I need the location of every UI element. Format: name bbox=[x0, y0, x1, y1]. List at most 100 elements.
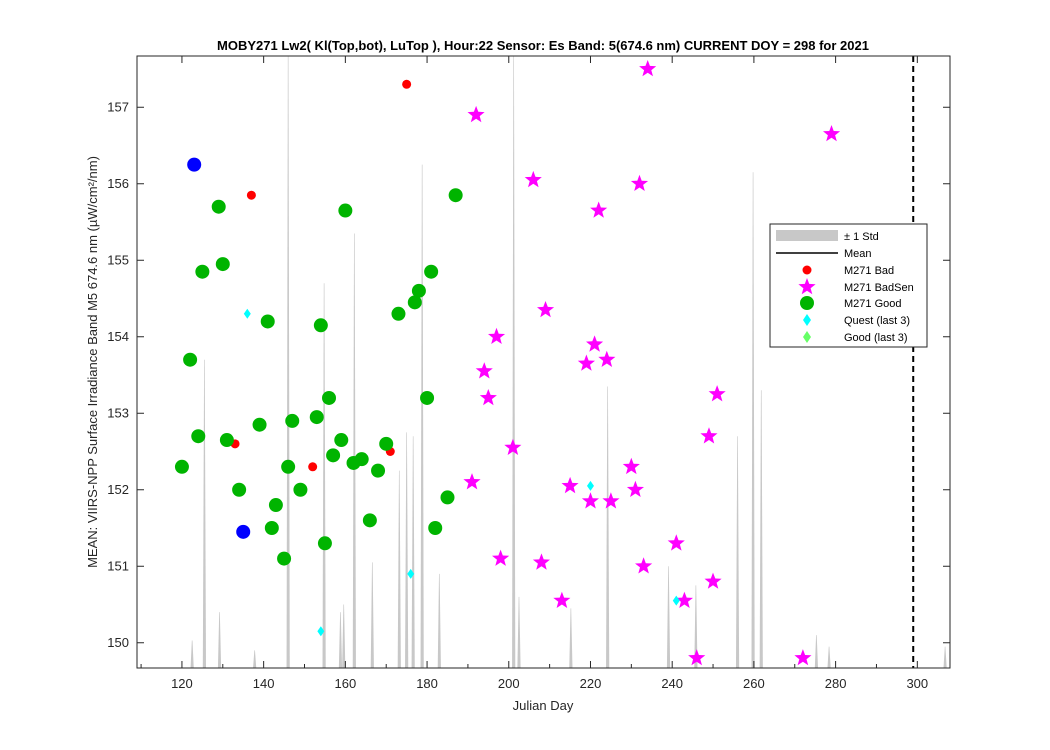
y-tick-label: 157 bbox=[107, 99, 129, 114]
legend-swatch-badsen bbox=[798, 278, 816, 295]
badsen-point bbox=[524, 170, 542, 188]
markers-layer bbox=[174, 60, 841, 666]
x-tick-label: 120 bbox=[171, 676, 193, 691]
good-point bbox=[211, 199, 226, 214]
blue-point bbox=[236, 524, 251, 539]
y-tick-label: 151 bbox=[107, 558, 129, 573]
x-tick-label: 280 bbox=[825, 676, 847, 691]
good-point bbox=[313, 318, 328, 333]
std-spike bbox=[437, 573, 441, 668]
std-spike bbox=[569, 608, 573, 668]
badsen-point bbox=[667, 534, 685, 551]
badsen-point bbox=[602, 492, 620, 509]
bad-point bbox=[402, 79, 412, 89]
std-spike bbox=[352, 233, 356, 669]
badsen-point bbox=[639, 60, 657, 77]
legend-swatch-good-last3 bbox=[803, 331, 811, 343]
bad-point bbox=[246, 190, 256, 200]
x-tick-label: 180 bbox=[416, 676, 438, 691]
y-tick-label: 150 bbox=[107, 635, 129, 650]
std-spike bbox=[512, 56, 516, 668]
std-band-layer bbox=[190, 56, 947, 669]
chart-title: MOBY271 Lw2( Kl(Top,bot), LuTop ), Hour:… bbox=[217, 38, 869, 53]
good-point bbox=[334, 433, 349, 448]
good-point bbox=[252, 417, 267, 432]
good-point bbox=[317, 536, 332, 551]
good-point bbox=[260, 314, 275, 329]
x-axis-label: Julian Day bbox=[513, 698, 574, 713]
good-point bbox=[428, 521, 443, 536]
legend-label-mean: Mean bbox=[844, 248, 872, 260]
badsen-point bbox=[537, 301, 555, 318]
plot-area bbox=[137, 56, 950, 668]
good-point bbox=[362, 513, 377, 528]
std-spike bbox=[827, 646, 831, 668]
legend: ± 1 Std Mean M271 Bad M271 BadSen M271 G… bbox=[769, 223, 928, 348]
legend-label-badsen: M271 BadSen bbox=[844, 282, 914, 294]
badsen-point bbox=[630, 174, 649, 191]
quest-point bbox=[672, 595, 680, 606]
std-spike bbox=[751, 172, 755, 668]
y-tick-label: 156 bbox=[107, 176, 129, 191]
std-spike bbox=[694, 585, 698, 668]
good-point bbox=[407, 295, 422, 310]
std-spike bbox=[411, 436, 415, 668]
legend-swatch-quest bbox=[803, 314, 811, 326]
badsen-point bbox=[586, 335, 604, 352]
x-tick-label: 300 bbox=[906, 676, 928, 691]
x-tick-label: 160 bbox=[335, 676, 357, 691]
good-point bbox=[183, 352, 198, 367]
good-point bbox=[371, 463, 386, 478]
badsen-point bbox=[708, 385, 726, 402]
good-point bbox=[322, 390, 337, 405]
x-tick-label: 260 bbox=[743, 676, 765, 691]
badsen-point bbox=[823, 125, 841, 142]
good-point bbox=[338, 203, 353, 218]
legend-box bbox=[769, 223, 928, 348]
y-tick-label: 153 bbox=[107, 405, 129, 420]
std-spike bbox=[517, 596, 521, 668]
y-axis-label: MEAN: VIIRS-NPP Surface Irradiance Band … bbox=[85, 156, 100, 568]
good-point bbox=[191, 429, 206, 444]
std-spike bbox=[190, 640, 194, 668]
badsen-point bbox=[794, 649, 812, 666]
badsen-point bbox=[622, 457, 640, 475]
badsen-point bbox=[492, 549, 510, 566]
good-point bbox=[281, 459, 296, 474]
good-point bbox=[424, 264, 439, 279]
badsen-point bbox=[626, 480, 644, 497]
legend-label-good-last3: Good (last 3) bbox=[844, 332, 908, 344]
y-tick-label: 155 bbox=[107, 252, 129, 267]
good-point bbox=[448, 188, 463, 203]
quest-point bbox=[407, 568, 415, 579]
x-tick-label: 200 bbox=[498, 676, 520, 691]
std-spike bbox=[735, 436, 740, 668]
legend-label-bad: M271 Bad bbox=[844, 265, 894, 277]
quest-point bbox=[586, 480, 594, 491]
good-point bbox=[285, 413, 300, 428]
badsen-point bbox=[467, 105, 485, 123]
badsen-point bbox=[675, 591, 693, 608]
good-point bbox=[232, 482, 247, 497]
badsen-point bbox=[488, 327, 506, 344]
std-spike bbox=[338, 612, 343, 668]
std-spike bbox=[420, 164, 424, 668]
good-point bbox=[309, 410, 324, 425]
std-spike bbox=[814, 635, 819, 668]
legend-swatch-bad bbox=[802, 265, 812, 275]
quest-point bbox=[317, 626, 325, 637]
good-point bbox=[174, 459, 189, 474]
good-point bbox=[420, 390, 435, 405]
std-spike bbox=[286, 56, 290, 668]
good-point bbox=[277, 551, 292, 566]
badsen-point bbox=[479, 389, 497, 406]
legend-star bbox=[798, 278, 816, 295]
std-spike bbox=[253, 650, 257, 668]
good-point bbox=[411, 283, 426, 298]
badsen-point bbox=[688, 649, 706, 666]
std-spike bbox=[666, 566, 671, 668]
badsen-point bbox=[635, 557, 653, 574]
badsen-point bbox=[704, 572, 722, 589]
plot-frame bbox=[136, 55, 951, 669]
